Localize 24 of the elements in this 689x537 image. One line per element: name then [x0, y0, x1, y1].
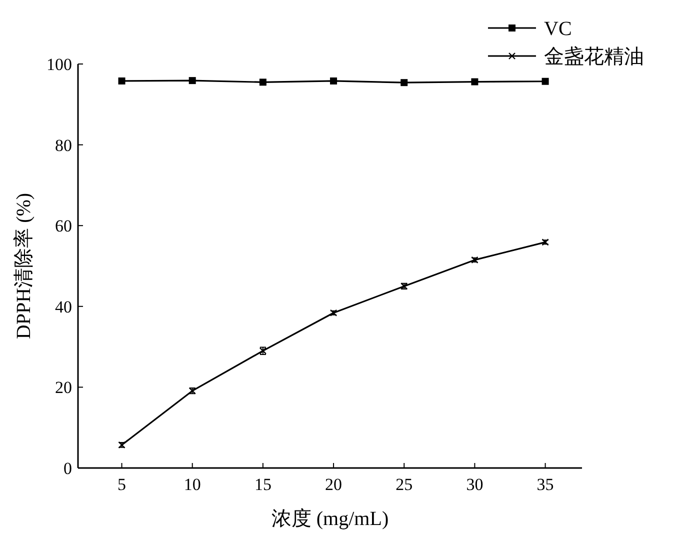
y-axis-title: DPPH清除率 (%) [13, 192, 35, 340]
y-tick-label: 80 [55, 136, 72, 155]
y-tick-label: 60 [55, 216, 72, 236]
point [259, 78, 266, 86]
legend-label: 金盏花精油 [544, 45, 644, 68]
x-tick-label: 20 [325, 475, 342, 494]
x-tick-label: 35 [536, 475, 554, 494]
point [118, 77, 126, 84]
point [542, 78, 549, 85]
y-tick-label: 40 [55, 297, 72, 316]
y-tick-label: 100 [46, 55, 72, 74]
x-tick-label: 10 [184, 475, 201, 494]
x-tick-label: 5 [118, 475, 126, 494]
y-tick-label: 0 [64, 459, 72, 478]
x-tick-label: 15 [254, 475, 272, 494]
point [188, 77, 196, 84]
point [330, 77, 338, 84]
x-axis-title: 浓度 (mg/mL) [271, 508, 389, 530]
y-tick-label: 20 [55, 378, 72, 398]
x-tick-label: 25 [396, 475, 413, 494]
point [400, 79, 408, 86]
point [471, 78, 478, 86]
legend-label: VC [544, 18, 572, 40]
x-tick-label: 30 [466, 475, 484, 494]
